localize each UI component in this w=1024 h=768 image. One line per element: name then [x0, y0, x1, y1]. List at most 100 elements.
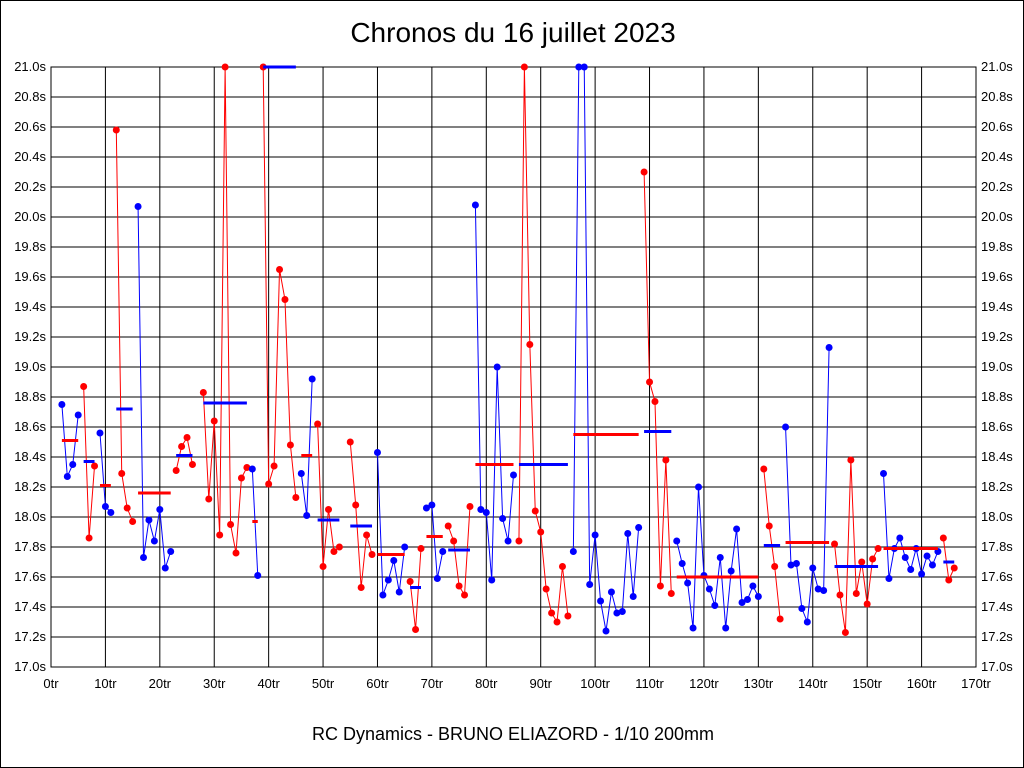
y-tick-label-left: 20.4s: [14, 149, 46, 164]
y-tick-label-right: 18.4s: [981, 449, 1013, 464]
data-point-blue: [792, 560, 800, 567]
data-point-blue: [602, 627, 610, 635]
x-tick-label: 90tr: [530, 676, 553, 691]
data-point-red: [210, 417, 218, 425]
data-point-red: [270, 462, 278, 470]
data-point-red: [417, 545, 425, 552]
y-tick-label-left: 17.0s: [14, 659, 46, 674]
data-point-red: [319, 563, 327, 570]
data-point-blue: [607, 588, 615, 596]
data-point-blue: [624, 530, 632, 537]
data-point-blue: [150, 537, 158, 545]
data-point-red: [553, 618, 561, 626]
data-point-blue: [907, 566, 915, 573]
data-point-blue: [705, 585, 713, 593]
data-point-red: [874, 545, 882, 552]
data-point-red: [237, 474, 245, 482]
data-point-blue: [923, 552, 931, 560]
data-point-red: [314, 420, 322, 428]
data-point-blue: [395, 588, 403, 596]
y-tick-label-right: 19.6s: [981, 269, 1013, 284]
y-tick-label-right: 19.8s: [981, 239, 1013, 254]
data-point-blue: [482, 509, 490, 516]
y-tick-label-right: 20.4s: [981, 149, 1013, 164]
data-point-blue: [499, 515, 507, 522]
data-point-blue: [69, 461, 77, 468]
data-point-red: [515, 537, 523, 545]
y-tick-label-right: 18.6s: [981, 419, 1013, 434]
data-point-blue: [471, 201, 479, 209]
data-point-red: [836, 591, 844, 599]
data-point-red: [118, 470, 126, 477]
data-point-red: [760, 465, 768, 473]
data-point-blue: [493, 363, 501, 371]
data-point-blue: [738, 599, 746, 606]
data-point-blue: [722, 624, 730, 632]
series-line-red: [643, 171, 672, 594]
data-point-blue: [439, 548, 447, 555]
data-point-blue: [422, 504, 430, 512]
series-line-red: [518, 66, 569, 624]
data-point-red: [461, 591, 469, 599]
series-line-red: [175, 436, 193, 471]
data-point-red: [939, 534, 947, 542]
y-tick-label-left: 19.4s: [14, 299, 46, 314]
data-point-blue: [782, 423, 790, 431]
data-point-blue: [140, 554, 147, 561]
data-point-red: [537, 528, 545, 536]
data-point-blue: [711, 602, 719, 609]
data-point-red: [265, 480, 273, 488]
data-point-blue: [504, 537, 512, 545]
y-tick-label-right: 21.0s: [981, 59, 1013, 74]
data-point-blue: [591, 531, 599, 539]
y-tick-label-right: 17.2s: [981, 629, 1013, 644]
data-point-red: [847, 456, 855, 464]
data-point-red: [771, 563, 779, 570]
series-line-blue: [376, 452, 406, 596]
data-point-blue: [754, 593, 762, 600]
data-point-red: [831, 540, 839, 548]
x-tick-label: 40tr: [257, 676, 280, 691]
data-point-blue: [384, 576, 392, 584]
data-point-red: [548, 609, 556, 617]
data-point-blue: [673, 537, 681, 545]
y-tick-label-right: 19.0s: [981, 359, 1013, 374]
x-tick-label: 0tr: [43, 676, 59, 691]
data-point-blue: [896, 534, 904, 542]
data-point-blue: [58, 401, 66, 408]
data-point-blue: [303, 512, 311, 519]
data-point-red: [558, 563, 566, 570]
data-point-red: [520, 63, 528, 71]
y-tick-label-left: 19.2s: [14, 329, 46, 344]
data-point-blue: [145, 516, 153, 524]
data-point-red: [123, 504, 131, 512]
data-point-red: [526, 341, 534, 348]
data-point-red: [363, 531, 371, 539]
data-point-blue: [743, 596, 751, 603]
data-point-red: [869, 555, 877, 563]
data-point-blue: [379, 591, 387, 599]
data-point-red: [357, 584, 365, 591]
data-point-blue: [63, 473, 71, 480]
y-tick-label-right: 17.8s: [981, 539, 1013, 554]
data-point-red: [183, 434, 191, 441]
data-point-red: [368, 551, 376, 558]
data-point-red: [950, 564, 958, 572]
data-point-red: [466, 503, 474, 510]
data-point-red: [667, 590, 675, 597]
data-point-blue: [477, 506, 485, 513]
y-tick-label-right: 20.0s: [981, 209, 1013, 224]
data-point-blue: [254, 572, 262, 579]
data-point-blue: [401, 543, 409, 551]
y-tick-label-left: 17.8s: [14, 539, 46, 554]
data-point-red: [656, 582, 664, 590]
chart-title: Chronos du 16 juillet 2023: [350, 17, 676, 48]
data-point-blue: [918, 570, 926, 578]
x-tick-label: 140tr: [798, 676, 828, 691]
data-point-red: [232, 549, 240, 557]
data-point-blue: [373, 449, 381, 456]
y-tick-label-left: 20.8s: [14, 89, 46, 104]
data-point-blue: [825, 344, 833, 351]
data-point-blue: [74, 411, 82, 419]
data-point-blue: [510, 471, 517, 479]
